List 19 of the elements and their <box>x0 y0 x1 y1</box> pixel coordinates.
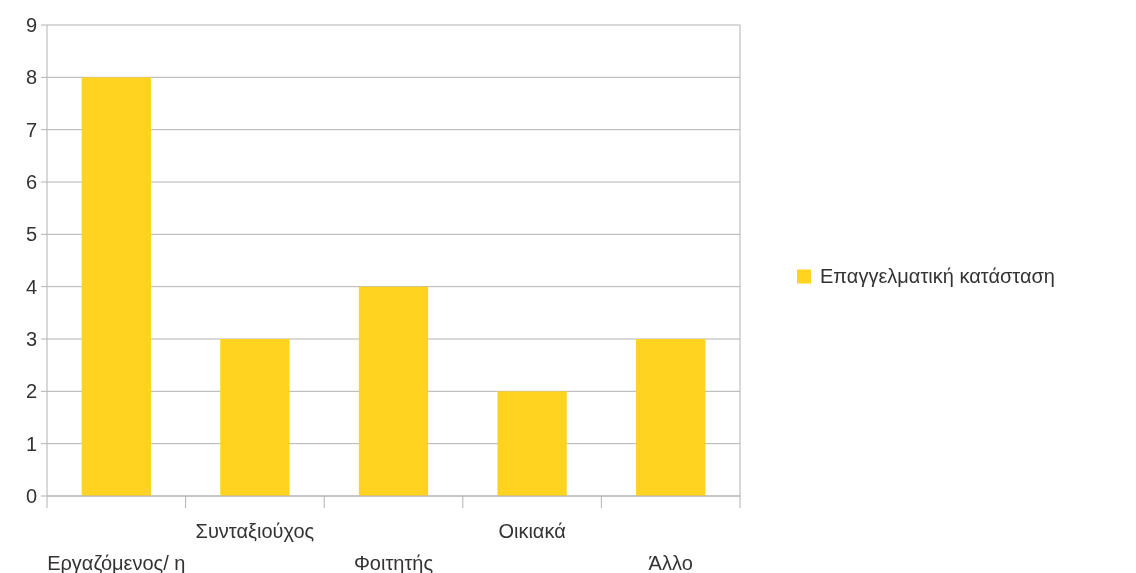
y-tick-label: 2 <box>25 380 37 403</box>
y-tick-label: 5 <box>25 223 37 246</box>
x-tick-label: Άλλο <box>648 552 693 573</box>
bar <box>358 286 429 496</box>
y-tick-label: 1 <box>25 432 37 455</box>
y-tick-label: 0 <box>25 485 37 507</box>
y-tick-label: 8 <box>25 66 37 89</box>
x-tick-label: Οικιακά <box>498 520 566 542</box>
y-tick-label: 6 <box>25 171 37 193</box>
x-tick-label: Συνταξιούχος <box>195 520 315 542</box>
bar <box>81 77 151 496</box>
bar <box>497 391 567 496</box>
y-tick-label: 3 <box>25 328 37 350</box>
bar <box>220 339 290 496</box>
legend-label: Επαγγελματική κατάσταση <box>820 264 1055 287</box>
y-tick-label: 9 <box>25 14 37 36</box>
bar <box>636 339 706 496</box>
y-tick-label: 4 <box>25 275 37 298</box>
y-tick-label: 7 <box>25 118 37 141</box>
